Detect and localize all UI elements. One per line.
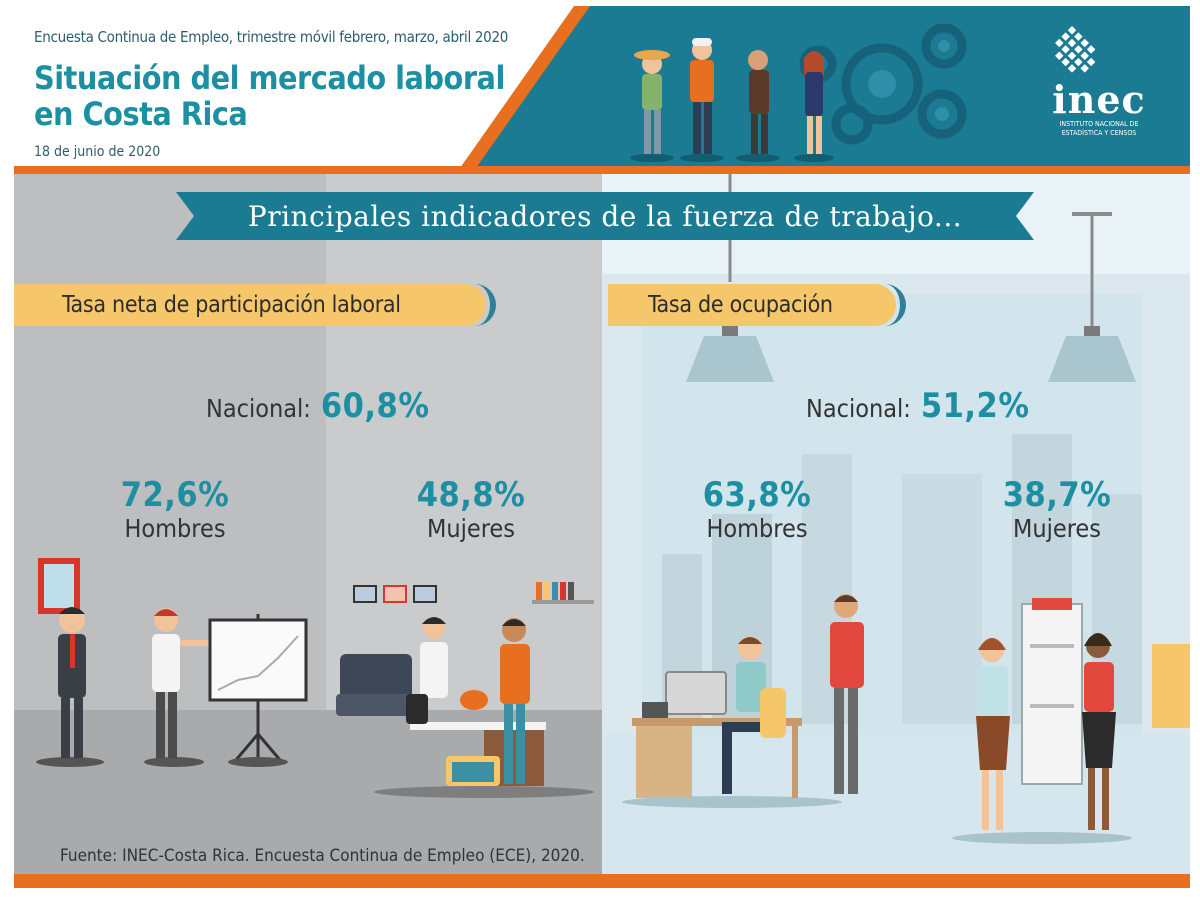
participation-women: 48,8% Mujeres — [396, 476, 546, 544]
participation-national-value: 60,8% — [320, 386, 430, 426]
participation-men-value: 72,6% — [120, 475, 230, 515]
inec-logo-caption-1: INSTITUTO NACIONAL DE — [1059, 120, 1139, 128]
page-title: Situación del mercado laboral en Costa R… — [34, 59, 505, 133]
women-office-illustration — [952, 598, 1132, 844]
occupation-women: 38,7% Mujeres — [982, 476, 1132, 544]
header: Encuesta Continua de Empleo, trimestre m… — [14, 6, 1190, 168]
men-office-illustration — [622, 594, 864, 808]
footer-divider — [14, 874, 1190, 888]
header-divider — [14, 166, 1190, 174]
occupation-men-label: Hombres — [706, 514, 808, 543]
participation-tab: Tasa neta de participación laboral — [14, 284, 496, 326]
occupation-men-value: 63,8% — [702, 475, 812, 515]
survey-subtitle: Encuesta Continua de Empleo, trimestre m… — [34, 28, 509, 46]
publication-date: 18 de junio de 2020 — [34, 144, 161, 160]
participation-national: Nacional: 60,8% — [206, 386, 429, 426]
source-note: Fuente: INEC-Costa Rica. Encuesta Contin… — [60, 846, 585, 866]
coworking-illustration — [602, 174, 1190, 874]
section-banner-shape — [176, 192, 1034, 240]
participation-men: 72,6% Hombres — [100, 476, 250, 544]
office-illustration — [14, 558, 602, 874]
workers-illustration — [630, 38, 834, 162]
occupation-tab: Tasa de ocupación — [608, 284, 906, 326]
occupation-panel — [602, 174, 1190, 874]
participation-women-label: Mujeres — [426, 514, 515, 543]
inec-logo-caption-2: ESTADÍSTICA Y CENSOS — [1061, 129, 1137, 137]
occupation-national-value: 51,2% — [920, 386, 1030, 426]
section-banner: Principales indicadores de la fuerza de … — [247, 199, 963, 233]
header-background — [14, 6, 1190, 168]
occupation-national: Nacional: 51,2% — [806, 386, 1029, 426]
participation-men-label: Hombres — [124, 514, 226, 543]
occupation-women-value: 38,7% — [1002, 475, 1112, 515]
occupation-national-label: Nacional: — [806, 394, 911, 423]
women-clinic-illustration — [336, 582, 594, 798]
inec-logo-text: inec — [1052, 77, 1146, 122]
men-presentation-illustration — [36, 607, 308, 767]
inec-logo: inec INSTITUTO NACIONAL DE ESTADÍSTICA Y… — [1034, 80, 1164, 138]
participation-tab-label: Tasa neta de participación laboral — [62, 292, 401, 318]
participation-women-value: 48,8% — [416, 475, 526, 515]
occupation-men: 63,8% Hombres — [682, 476, 832, 544]
participation-national-label: Nacional: — [206, 394, 311, 423]
occupation-tab-label: Tasa de ocupación — [648, 292, 833, 318]
occupation-women-label: Mujeres — [1012, 514, 1101, 543]
